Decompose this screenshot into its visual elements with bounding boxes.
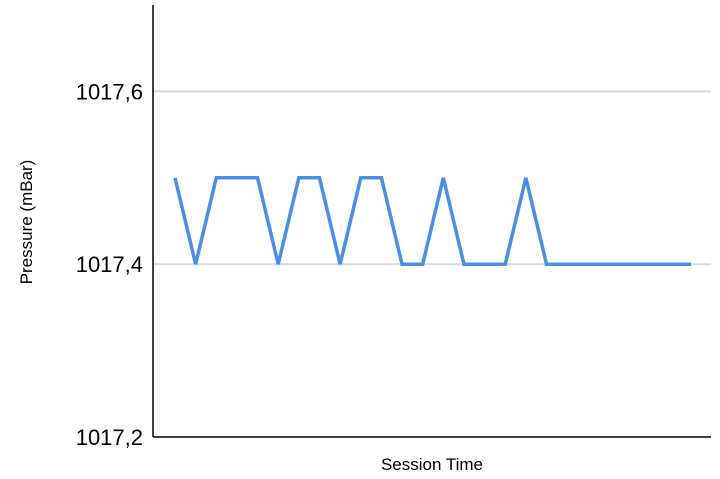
series-layer [173, 176, 691, 266]
y-tick-label: 1017,6 [76, 79, 143, 104]
y-tick-label: 1017,2 [76, 425, 143, 450]
y-axis-title: Pressure (mBar) [17, 160, 36, 285]
y-tick-label: 1017,4 [76, 252, 143, 277]
x-axis-title: Session Time [381, 455, 483, 474]
series-line [173, 176, 691, 266]
y-tick-labels: 1017,2 1017,4 1017,6 [76, 79, 143, 450]
